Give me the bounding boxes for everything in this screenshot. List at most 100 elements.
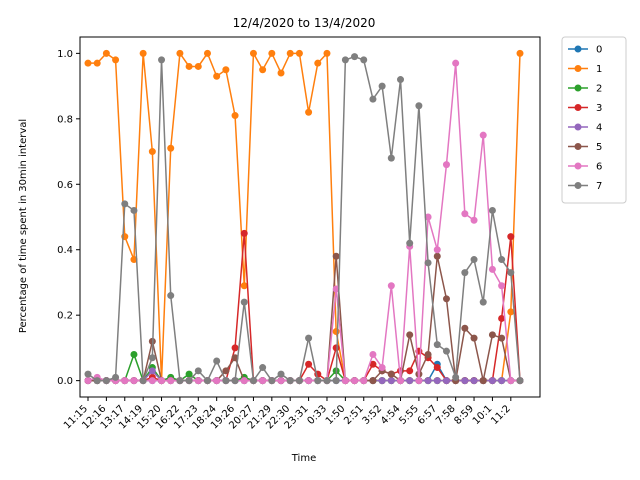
data-point [452,59,460,67]
data-point [369,377,377,385]
x-tick-label: 2:51 [342,403,366,427]
series-7 [84,53,524,385]
data-point [406,331,414,339]
data-point [84,377,92,385]
data-point [185,370,193,378]
data-point [488,265,496,273]
data-point [314,59,322,67]
data-point [387,282,395,290]
legend-label: 1 [596,64,602,75]
y-axis: 0.0 0.2 0.4 0.6 0.8 1.0 [57,49,80,387]
data-point [387,154,395,162]
data-point [378,364,386,372]
data-point [433,246,441,254]
data-point [351,377,359,385]
data-point [84,59,92,67]
data-point [507,377,515,385]
legend-label: 3 [596,103,602,114]
data-point [507,269,515,277]
legend-entry-3: 3 [568,103,602,114]
y-tick-label: 0.6 [57,180,73,191]
data-point [332,344,340,352]
data-point [442,377,450,385]
data-point [369,350,377,358]
data-point [332,377,340,385]
data-point [442,295,450,303]
legend-entry-6: 6 [568,162,602,173]
data-point [259,66,267,74]
data-point [240,229,248,237]
legend-label: 5 [596,142,602,153]
data-point [452,373,460,381]
x-tick-label: 6:57 [416,403,440,427]
chart-title: 12/4/2020 to 13/4/2020 [233,16,376,30]
legend-label: 6 [596,162,602,173]
legend-marker [574,65,582,72]
data-point [498,334,506,342]
legend-marker [574,162,582,170]
data-point [461,377,469,385]
data-point [424,213,432,221]
data-point [461,324,469,332]
data-point [231,112,239,120]
data-point [84,370,92,378]
legend-label: 0 [596,45,602,56]
x-tick-label: 1:50 [324,403,348,427]
data-point [277,69,285,77]
data-point [148,148,156,156]
data-point [341,56,349,64]
data-point [121,200,129,208]
x-tick-label: 3:52 [361,403,385,427]
data-point [470,334,478,342]
data-point [249,377,257,385]
data-point [102,49,110,57]
data-point [378,377,386,385]
data-point [433,377,441,385]
data-point [397,377,405,385]
data-point [470,216,478,224]
data-point [286,49,294,57]
data-point [498,282,506,290]
data-point [222,377,230,385]
data-point [148,367,156,375]
data-point [424,259,432,267]
legend-marker [574,143,582,150]
data-point [351,53,359,61]
legend-entry-2: 2 [568,84,602,95]
x-tick-label: 0:33 [305,403,329,427]
y-tick-label: 0.2 [57,311,73,322]
legend-entry-0: 0 [568,45,602,56]
x-tick-label: 4:54 [379,403,403,427]
data-point [130,350,138,358]
data-point [424,350,432,358]
data-point [433,364,441,372]
data-point [194,62,202,70]
data-point [314,377,322,385]
legend-marker [574,182,582,189]
data-point [488,331,496,339]
y-axis-title: Percentage of time spent in 30min interv… [18,119,29,333]
legend-label: 2 [596,84,602,95]
data-point [231,344,239,352]
data-point [112,373,120,381]
data-point [158,377,166,385]
data-point [203,49,211,57]
data-point [415,102,423,110]
legend-entry-5: 5 [568,142,602,153]
data-point [479,131,487,139]
legend-label: 7 [596,181,602,192]
data-point [498,256,506,264]
data-point [369,95,377,103]
data-point [148,354,156,362]
data-point [470,256,478,264]
data-point [277,370,285,378]
y-tick-label: 0.8 [57,114,73,125]
data-point [397,76,405,84]
data-point [213,357,221,365]
x-tick-label: 10:1 [471,403,495,427]
data-point [167,292,175,300]
data-point [516,377,524,385]
x-tick-label: 7:58 [434,403,458,427]
data-point [387,370,395,378]
data-point [249,49,257,57]
